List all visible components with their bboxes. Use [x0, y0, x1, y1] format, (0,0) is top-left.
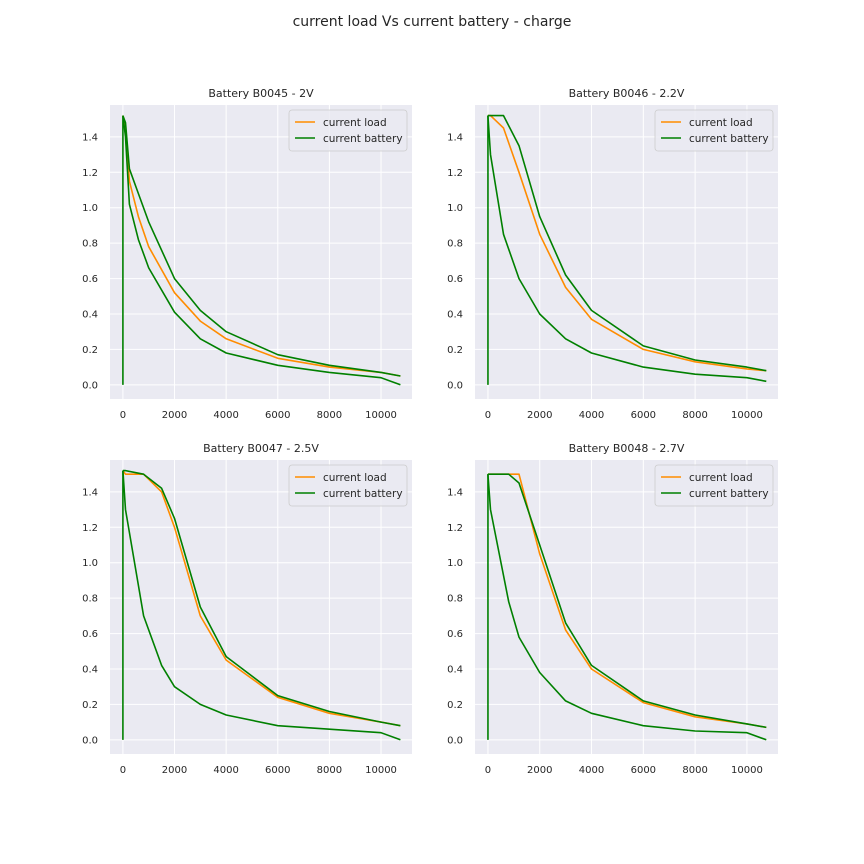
x-tick-label: 10000	[731, 765, 763, 776]
subplot-title: Battery B0045 - 2V	[208, 87, 314, 100]
current-battery-line	[487, 474, 767, 741]
legend: current load current battery	[288, 109, 408, 152]
y-tick-label: 0.2	[447, 345, 463, 356]
x-tick-label: 8000	[682, 765, 707, 776]
x-tick-label: 2000	[162, 410, 187, 421]
legend-label: current battery	[689, 133, 769, 145]
x-tick-label: 10000	[731, 410, 763, 421]
y-tick-label: 0.2	[447, 700, 463, 711]
y-tick-label: 1.0	[82, 558, 98, 569]
x-tick-label: 10000	[365, 410, 397, 421]
y-tick-label: 0.4	[82, 664, 98, 675]
current-battery-line	[122, 469, 401, 727]
x-tick-label: 4000	[579, 410, 604, 421]
y-tick-label: 1.2	[82, 523, 98, 534]
y-tick-label: 0.0	[447, 380, 463, 391]
y-tick-label: 1.0	[447, 203, 463, 214]
x-tick-label: 0	[120, 410, 126, 421]
x-tick-label: 0	[485, 765, 491, 776]
legend: current load current battery	[654, 464, 774, 507]
x-tick-label: 2000	[527, 410, 552, 421]
y-tick-label: 0.6	[447, 629, 463, 640]
x-tick-label: 6000	[265, 410, 290, 421]
y-tick-label: 0.6	[82, 629, 98, 640]
y-tick-label: 0.2	[82, 700, 98, 711]
y-tick-label: 0.6	[447, 274, 463, 285]
current-battery-line	[487, 115, 767, 383]
figure-title: current load Vs current battery - charge	[292, 14, 572, 30]
legend-label: current load	[689, 472, 753, 484]
current-battery-line	[122, 115, 401, 386]
x-tick-label: 6000	[631, 410, 656, 421]
y-tick-label: 0.6	[82, 274, 98, 285]
y-tick-label: 0.8	[447, 239, 463, 250]
x-tick-label: 2000	[527, 765, 552, 776]
legend-box	[654, 109, 774, 152]
y-tick-label: 0.8	[447, 594, 463, 605]
current-battery-line	[122, 470, 401, 741]
legend: current load current battery	[654, 109, 774, 152]
subplot-3: 0 2000 4000 6000 8000 10000 0.0 0.2 0.4 0.6 0.8 1.0…	[82, 442, 412, 776]
x-tick-label: 8000	[317, 410, 342, 421]
current-load-line	[122, 470, 401, 727]
legend-label: current load	[689, 117, 753, 129]
y-tick-label: 1.0	[82, 203, 98, 214]
y-tick-label: 1.4	[447, 487, 463, 498]
y-tick-label: 1.2	[82, 168, 98, 179]
y-tick-label: 0.8	[82, 594, 98, 605]
current-load-line	[487, 114, 767, 372]
legend: current load current battery	[288, 464, 408, 507]
subplot-2: 0 2000 4000 6000 8000 10000 0.0 0.2 0.4 0.6 0.8 1.0…	[447, 87, 778, 421]
x-tick-label: 6000	[265, 765, 290, 776]
current-battery-line	[487, 114, 767, 372]
y-tick-label: 1.2	[447, 523, 463, 534]
subplot-title: Battery B0046 - 2.2V	[569, 87, 685, 100]
current-battery-line	[487, 473, 767, 729]
y-tick-label: 1.4	[82, 132, 98, 143]
legend-label: current battery	[689, 488, 769, 500]
y-tick-label: 1.0	[447, 558, 463, 569]
plot-area	[110, 460, 412, 754]
y-tick-label: 1.4	[82, 487, 98, 498]
x-tick-label: 4000	[579, 765, 604, 776]
current-battery-line	[122, 115, 401, 377]
x-tick-label: 8000	[317, 765, 342, 776]
y-tick-label: 0.4	[82, 309, 98, 320]
y-tick-label: 0.0	[447, 735, 463, 746]
x-tick-label: 10000	[365, 765, 397, 776]
x-tick-label: 6000	[631, 765, 656, 776]
plot-area	[475, 105, 778, 399]
subplot-1: 0 2000 4000 6000 8000 10000 0.0 0.2 0.4 0.6 0.8 1.0…	[82, 87, 412, 421]
y-tick-label: 1.4	[447, 132, 463, 143]
current-load-line	[122, 115, 401, 377]
x-tick-label: 4000	[213, 765, 238, 776]
legend-label: current battery	[323, 488, 403, 500]
plot-area	[475, 460, 778, 754]
x-tick-label: 0	[485, 410, 491, 421]
subplot-4: 0 2000 4000 6000 8000 10000 0.0 0.2 0.4 0.6 0.8 1.0…	[447, 442, 778, 776]
y-tick-label: 0.0	[82, 735, 98, 746]
legend-box	[288, 464, 408, 507]
y-tick-label: 0.4	[447, 309, 463, 320]
subplot-title: Battery B0048 - 2.7V	[569, 442, 685, 455]
y-tick-label: 1.2	[447, 168, 463, 179]
x-tick-label: 2000	[162, 765, 187, 776]
y-tick-label: 0.0	[82, 380, 98, 391]
legend-box	[288, 109, 408, 152]
legend-box	[654, 464, 774, 507]
x-tick-label: 0	[120, 765, 126, 776]
x-tick-label: 4000	[213, 410, 238, 421]
legend-label: current load	[323, 472, 387, 484]
legend-label: current battery	[323, 133, 403, 145]
y-tick-label: 0.4	[447, 664, 463, 675]
y-tick-label: 0.2	[82, 345, 98, 356]
x-tick-label: 8000	[682, 410, 707, 421]
plot-area	[110, 105, 412, 399]
y-tick-label: 0.8	[82, 239, 98, 250]
subplot-title: Battery B0047 - 2.5V	[203, 442, 319, 455]
legend-label: current load	[323, 117, 387, 129]
